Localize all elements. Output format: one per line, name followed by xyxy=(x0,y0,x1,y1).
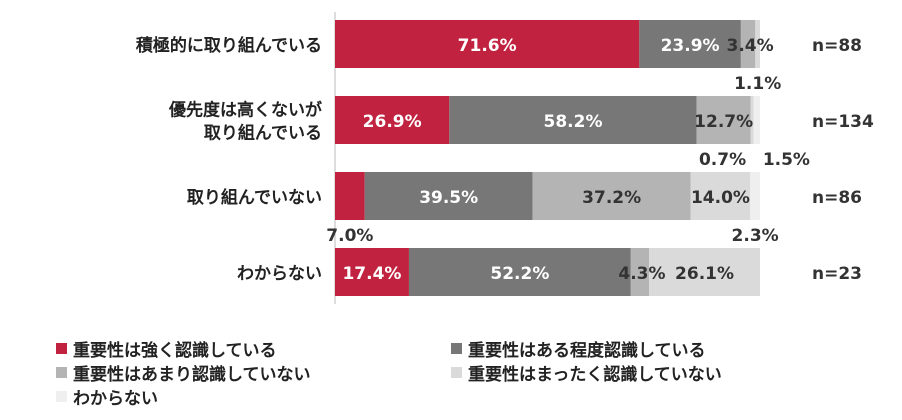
legend-label: 重要性は強く認識している xyxy=(73,341,277,361)
data-label: 52.2% xyxy=(490,264,549,284)
n-label: n=88 xyxy=(812,36,862,56)
data-label: 37.2% xyxy=(582,188,641,208)
legend-swatch xyxy=(56,343,67,354)
category-label: 積極的に取り組んでいる xyxy=(136,35,322,56)
bar-segment xyxy=(696,96,751,144)
bar-segment xyxy=(755,20,760,68)
category-label: 取り組んでいる xyxy=(204,123,322,144)
bar-segment xyxy=(630,248,650,296)
bar-segment xyxy=(753,96,760,144)
legend-item: わからない xyxy=(56,384,158,409)
category-label: 優先度は高くないが xyxy=(168,100,322,121)
data-label: 58.2% xyxy=(544,112,603,132)
legend-swatch xyxy=(451,343,462,354)
legend-item: 重要性は強く認識している xyxy=(56,336,277,361)
legend-swatch xyxy=(56,391,67,402)
data-label: 2.3% xyxy=(732,226,779,246)
bar-segment xyxy=(740,20,756,68)
data-label: 4.3% xyxy=(618,264,665,284)
bar-segment xyxy=(690,172,751,220)
bar-segment xyxy=(408,248,631,296)
bar-segment xyxy=(335,248,409,296)
data-label: 17.4% xyxy=(342,264,401,284)
bar-segment xyxy=(335,20,640,68)
bar-segment xyxy=(639,20,741,68)
data-label: 1.1% xyxy=(734,74,781,94)
bar-segment xyxy=(750,172,760,220)
bar-segment xyxy=(335,96,450,144)
data-label: 39.5% xyxy=(419,188,478,208)
legend-label: 重要性はあまり認識していない xyxy=(73,365,311,385)
data-label: 1.5% xyxy=(763,150,810,170)
bar-segment xyxy=(532,172,691,220)
legend-label: 重要性はある程度認識している xyxy=(468,341,706,361)
bar-segment xyxy=(335,172,365,220)
data-label: 14.0% xyxy=(691,188,750,208)
data-label: 3.4% xyxy=(727,36,774,56)
category-label: 取り組んでいない xyxy=(187,187,322,208)
n-label: n=23 xyxy=(812,264,862,284)
bar-segment xyxy=(364,172,533,220)
legend-label: わからない xyxy=(73,389,158,409)
n-label: n=134 xyxy=(812,112,874,132)
data-label: 7.0% xyxy=(326,226,373,246)
data-label: 26.1% xyxy=(675,264,734,284)
n-label: n=86 xyxy=(812,188,862,208)
stacked-bar-chart: 積極的に取り組んでいる n=88 71.6% 23.9% 3.4% 1.1% 優先度は高くな… xyxy=(136,12,874,304)
legend-swatch xyxy=(56,367,67,378)
data-label: 0.7% xyxy=(699,150,746,170)
legend-item: 重要性はあまり認識していない xyxy=(56,360,311,385)
legend-item: 重要性はまったく認識していない xyxy=(451,360,722,385)
data-label: 23.9% xyxy=(661,36,720,56)
bar-segment xyxy=(449,96,697,144)
data-label: 12.7% xyxy=(694,112,753,132)
legend-swatch xyxy=(451,367,462,378)
category-label: わからない xyxy=(237,264,322,284)
legend-label: 重要性はまったく認識していない xyxy=(468,365,722,385)
legend-item: 重要性はある程度認識している xyxy=(451,336,706,361)
data-label: 26.9% xyxy=(363,112,422,132)
bar-segment xyxy=(750,96,754,144)
data-label: 71.6% xyxy=(458,36,517,56)
bar-segment xyxy=(649,248,760,296)
